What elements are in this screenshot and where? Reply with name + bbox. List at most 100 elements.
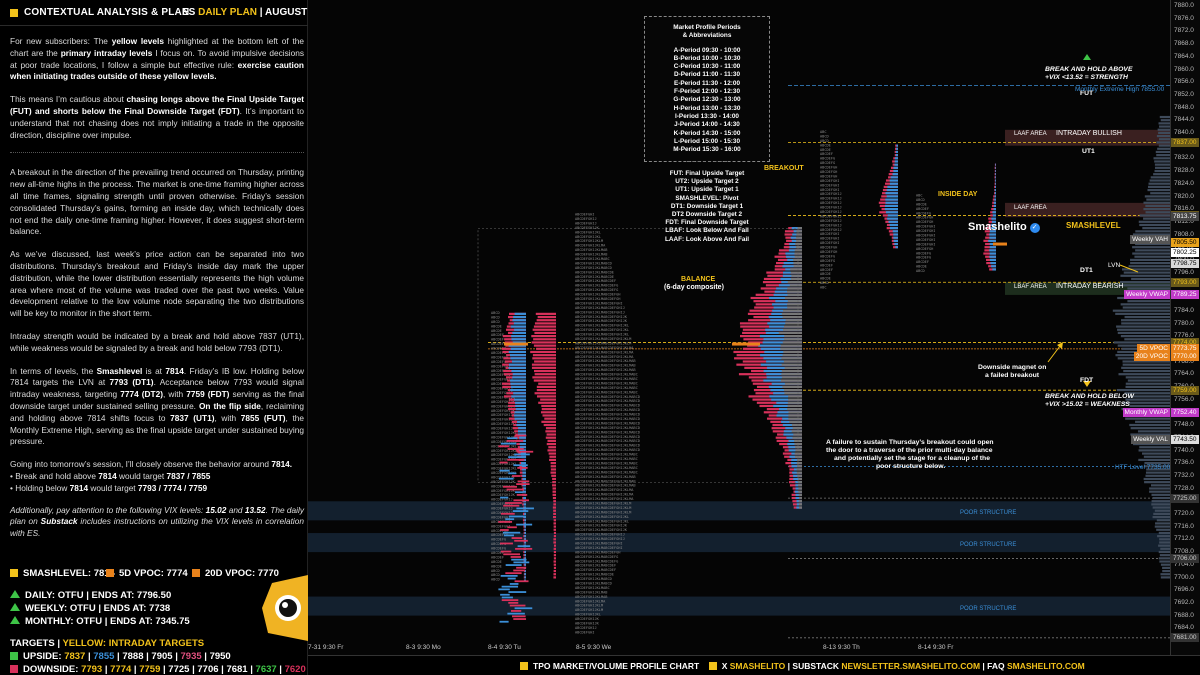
volume-bar: [550, 465, 556, 468]
volume-bar: [1156, 154, 1170, 157]
chart-annotation: POOR STRUCTURE: [960, 542, 1017, 548]
volume-bar: [796, 471, 802, 474]
footer-newsletter-link[interactable]: NEWSLETTER.SMASHELITO.COM: [841, 661, 981, 671]
volume-bar: [553, 560, 556, 563]
volume-bar: [498, 588, 510, 591]
tpo-row: ABCDEFGH: [820, 170, 837, 174]
footer-faq-link[interactable]: SMASHELITO.COM: [1006, 661, 1085, 671]
price-tick: 7740.0: [1174, 446, 1194, 454]
volume-bar: [500, 542, 513, 545]
plan-date: ES DAILY PLAN | AUGUST 17, 2026: [182, 7, 349, 18]
volume-bar: [1112, 309, 1170, 312]
volume-bar: [514, 328, 526, 331]
volume-bar: [781, 312, 802, 315]
tpo-row: ABCDEFG: [491, 547, 506, 551]
tpo-row: ABCDEFGHI: [575, 213, 594, 217]
tpo-row: ABCDEFG: [820, 254, 835, 258]
volume-bar: [533, 344, 556, 347]
volume-bar: [1117, 331, 1170, 335]
tpo-row: ABCDEFGHIJKLMABCDEFGHIJKLMABCD: [575, 421, 640, 425]
volume-bar: [540, 411, 556, 414]
volume-bar: [517, 433, 526, 436]
price-tick: 7832.0: [1174, 154, 1194, 162]
volume-bar: [500, 529, 509, 531]
volume-bar: [523, 496, 526, 500]
volume-bar: [1113, 341, 1170, 344]
chart-annotation: +VIX <13.52 = STRENGTH: [1045, 74, 1128, 81]
volume-bar: [887, 214, 898, 217]
volume-bar: [1128, 395, 1170, 398]
tpo-row: ABCDEFGHIJKL: [491, 435, 517, 439]
volume-bar: [1139, 446, 1170, 449]
price-tick: 7736.0: [1174, 459, 1194, 467]
price-tick: 7844.0: [1174, 116, 1194, 124]
volume-bar: [534, 322, 556, 325]
legend-abbreviation: UT2: Upside Target 2: [675, 178, 739, 186]
volume-bar: [534, 360, 556, 363]
volume-bar: [785, 255, 802, 258]
volume-bar: [782, 385, 802, 388]
volume-bar: [510, 325, 526, 328]
arrow-head-icon: [1057, 342, 1063, 349]
volume-bar: [1145, 204, 1170, 208]
volume-bar: [788, 398, 802, 401]
volume-bar: [1123, 369, 1170, 373]
tpo-row: ABCDEFGHIJKLMABCDEFG: [575, 284, 618, 288]
down-arrow-icon: [1083, 381, 1091, 387]
volume-bar: [498, 445, 509, 448]
tpo-row: ABCDEFGH: [820, 174, 837, 178]
volume-bar: [789, 246, 802, 249]
volume-bar: [995, 185, 996, 188]
volume-bar: [553, 522, 556, 525]
volume-bar: [1160, 547, 1170, 550]
volume-bar: [507, 458, 525, 461]
tpo-chart[interactable]: ABCD ABCD ABCD ABCDE ABCDE ABCDEF ABCDEF ABCDEF…: [308, 0, 1170, 655]
tpo-row: ABCDEFGHI: [491, 515, 510, 519]
tpo-row: ABCDEFGHIJKLMABCDEFGHIJKLMABC: [575, 461, 638, 465]
targets-heading: TARGETS | YELLOW: INTRADAY TARGETS: [10, 638, 205, 649]
time-tick: 8-5 9:30 We: [576, 644, 612, 651]
price-tick: 7716.0: [1174, 522, 1194, 530]
volume-bar: [552, 484, 556, 487]
yellow-square-icon: [10, 9, 18, 17]
volume-bar: [524, 538, 526, 541]
volume-bar: [553, 569, 556, 573]
legend-abbreviation: SMASHLEVEL: Pivot: [675, 194, 739, 202]
target-value: 7637: [255, 664, 277, 675]
upside-targets: UPSIDE: 7837 | 7855 | 7888 | 7905 | 7935…: [10, 651, 231, 662]
volume-bar: [1143, 217, 1170, 220]
tpo-row: ABCDEFGHIJKLMABCDEFGHI: [575, 541, 623, 545]
tpo-row: ABCDEFGHIJKLMABCDEFGHIJK: [575, 528, 628, 532]
volume-bar: [791, 227, 802, 230]
price-label: 7773.75: [1171, 344, 1199, 354]
volume-bar: [793, 477, 802, 481]
tpo-row: ABCDEFGHIJKLMABCDEFGHIJKLMAB: [575, 368, 636, 372]
volume-bar: [1145, 471, 1170, 474]
volume-bar: [795, 246, 802, 249]
volume-bar: [886, 188, 898, 192]
volume-bar: [893, 236, 898, 239]
volume-bar: [778, 331, 802, 335]
legend-period: M-Period 15:30 - 16:00: [673, 146, 741, 154]
volume-bar: [552, 477, 556, 481]
volume-bar: [788, 417, 802, 420]
volume-bar: [523, 487, 526, 490]
volume-bar: [993, 208, 996, 211]
tpo-row: ABCDEFGHIJ: [820, 223, 842, 227]
volume-bar: [798, 503, 802, 506]
tpo-row: ABCDEFGHI: [491, 373, 510, 377]
tpo-row: ABCD: [491, 569, 500, 573]
volume-bar: [794, 249, 802, 252]
price-axis[interactable]: 7880.0 7876.0 7872.0 7868.0 7864.0 7860.0 7856…: [1170, 0, 1200, 655]
volume-bar: [994, 188, 996, 192]
price-label: 7793.00: [1171, 277, 1199, 287]
volume-bar: [510, 347, 526, 350]
volume-bar: [1151, 500, 1170, 503]
analysis-panel: CONTEXTUAL ANALYSIS & PLAN ES DAILY PLAN…: [0, 0, 349, 675]
price-tick: 7720.0: [1174, 510, 1194, 517]
tpo-row: ABCDEFGHIJKLMABCDEFGH: [575, 297, 620, 301]
volume-bar: [508, 472, 517, 475]
volume-bar: [1156, 528, 1170, 531]
footer-x-handle[interactable]: SMASHELITO: [729, 661, 786, 671]
volume-bar: [514, 434, 527, 437]
